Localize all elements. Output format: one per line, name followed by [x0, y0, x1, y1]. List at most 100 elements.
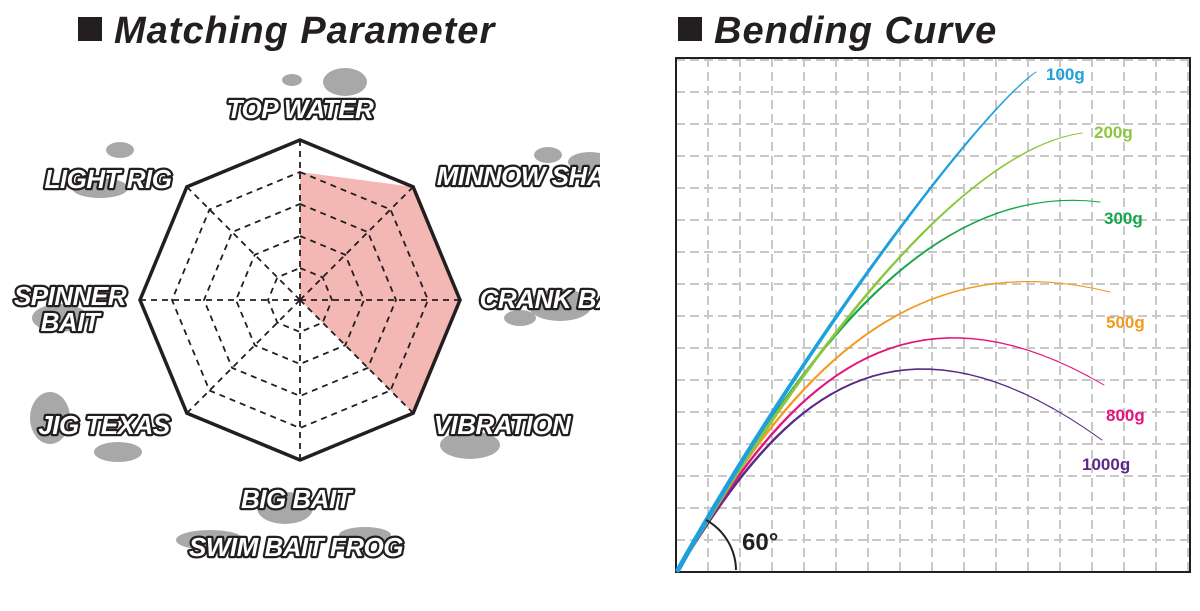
radar-axis-label: SPINNER — [14, 281, 127, 311]
curve-segment — [927, 240, 941, 251]
curve-segment — [866, 351, 880, 359]
curve-segment — [938, 164, 950, 178]
radar-ring — [203, 203, 397, 397]
lure-silhouette-icon — [257, 492, 313, 524]
curve-segment — [723, 468, 739, 490]
curve-segment — [900, 243, 913, 257]
curve-segment — [1004, 157, 1016, 166]
curve-segment — [947, 153, 959, 167]
curve-segment — [910, 232, 924, 246]
curve-segment — [993, 164, 1006, 173]
curve-segment — [1014, 152, 1026, 160]
curve-segment — [719, 492, 730, 506]
curve-segment — [771, 422, 783, 435]
lure-silhouette-icon — [32, 304, 88, 332]
lure-silhouette-icon — [94, 442, 142, 462]
curve-segment — [811, 398, 823, 408]
curve-segment — [1072, 132, 1083, 136]
curve-segment — [918, 298, 933, 306]
curve-segment — [1034, 201, 1049, 205]
lure-silhouette-icon — [72, 178, 128, 198]
curve-segment — [1043, 139, 1055, 145]
curve-segment — [1053, 408, 1071, 419]
curve-segment — [1008, 386, 1025, 395]
curve-segment — [846, 302, 861, 319]
curve-segment — [826, 374, 839, 384]
curve-grid — [676, 58, 1190, 572]
curve-segment — [743, 443, 757, 463]
radar-axis-label: SWIM BAIT FROG — [189, 532, 403, 562]
curve-segment — [980, 377, 996, 383]
curve-segment — [895, 308, 909, 317]
lure-silhouette-icon — [30, 392, 70, 444]
curve-segment — [1009, 205, 1023, 210]
curve-segment — [964, 133, 975, 146]
curve-segment — [754, 442, 766, 456]
curve-segment — [807, 388, 819, 399]
curve-segment — [765, 402, 780, 423]
curve-frame — [675, 57, 1191, 573]
curve-segment — [905, 368, 919, 371]
curve-segment — [960, 337, 975, 340]
curve-label: 300g — [1104, 209, 1143, 228]
curve-segment — [784, 384, 798, 403]
curve-segment — [775, 386, 790, 407]
curve-segment — [852, 335, 865, 345]
curve-segment — [804, 356, 819, 374]
curve-segment — [704, 501, 719, 523]
curve-segment — [815, 342, 829, 360]
curve-segment — [836, 315, 850, 332]
curve-segment — [775, 427, 787, 439]
curve-segment — [852, 303, 865, 317]
curve-segment — [1020, 78, 1028, 85]
curve-segment — [877, 347, 891, 354]
curve-segment — [986, 339, 1001, 344]
curve-segment — [993, 281, 1009, 285]
curve-segment — [1085, 428, 1103, 441]
curve-segment — [1078, 285, 1095, 290]
curve-segment — [880, 237, 894, 255]
radar-spoke — [299, 186, 414, 301]
curve-segment — [1049, 281, 1065, 285]
curve-segment — [883, 273, 897, 286]
curve-segment — [862, 293, 876, 306]
curve-segment — [841, 314, 855, 328]
curve-segment — [999, 342, 1015, 347]
curve-segment — [859, 265, 874, 283]
radar-axis-label: BAIT — [41, 307, 102, 337]
title-square-icon — [78, 17, 102, 41]
matching-parameter-title: Matching Parameter — [78, 10, 495, 53]
curve-segment — [954, 370, 969, 375]
curve-segment — [788, 404, 801, 416]
lure-silhouette-icon — [339, 527, 391, 543]
curve-segment — [753, 428, 767, 448]
curve-segment — [745, 452, 757, 466]
curve-segment — [904, 256, 918, 267]
curve-segment — [1015, 83, 1023, 90]
curve-segment — [750, 453, 762, 466]
curve-segment — [967, 373, 983, 379]
curve-segment — [734, 451, 749, 473]
curve-segment — [754, 418, 770, 440]
curve-segment — [942, 290, 957, 296]
curve-segment — [793, 388, 806, 401]
curve-segment — [907, 303, 921, 311]
curve-segment — [954, 287, 969, 293]
curve-segment — [846, 361, 859, 370]
curve-segment — [737, 463, 749, 477]
angle-arc — [705, 519, 737, 571]
curve-segment — [910, 199, 923, 215]
curve-label: 100g — [1046, 65, 1085, 84]
curve-segment — [1038, 400, 1055, 410]
curve-segment — [938, 234, 952, 243]
radar-data-area — [140, 172, 460, 414]
curve-series-300g — [676, 199, 1101, 572]
radar-axis-label: VIBRATION — [434, 410, 572, 440]
curve-segment — [842, 343, 855, 354]
curve-segment — [973, 216, 987, 224]
curve-segment — [797, 396, 810, 408]
curve-segment — [984, 212, 999, 219]
curve-segment — [850, 378, 863, 385]
curve-segment — [921, 222, 934, 235]
curve-segment — [832, 351, 845, 362]
